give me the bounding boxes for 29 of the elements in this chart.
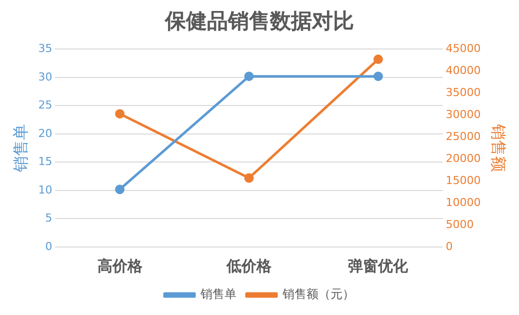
y2-tick-label: 5000 (446, 218, 474, 231)
point (115, 109, 125, 119)
y2-axis-title: 销售额 (489, 123, 508, 172)
y2-tick-label: 45000 (446, 42, 481, 56)
x-tick-label: 高价格 (97, 256, 144, 275)
y-axis-title: 销售单 (10, 124, 30, 174)
y2-tick-label: 40000 (446, 64, 481, 78)
x-tick-label: 低价格 (226, 256, 272, 275)
y2-tick-label: 15000 (446, 174, 481, 187)
y-tick-label: 25 (38, 98, 52, 112)
y2-tick-label: 10000 (446, 196, 481, 209)
point (244, 173, 254, 183)
legend-label: 销售单 (200, 287, 236, 302)
y-tick-label: 10 (38, 183, 52, 196)
y-tick-label: 35 (38, 42, 52, 56)
y-tick-label: 20 (38, 126, 52, 140)
y-tick-label: 5 (45, 212, 52, 225)
point (373, 54, 383, 64)
y-tick-label: 15 (38, 155, 52, 168)
y2-tick-label: 25000 (446, 130, 481, 143)
y2-tick-label: 20000 (446, 152, 481, 165)
y2-tick-label: 35000 (446, 86, 481, 100)
y-tick-label: 30 (38, 70, 52, 84)
y2-tick-label: 30000 (446, 108, 481, 121)
y2-tick-label: 0 (446, 240, 453, 253)
y-tick-label: 0 (45, 240, 52, 253)
x-tick-label: 弹窗优化 (348, 256, 410, 275)
legend-label: 销售额（元） (282, 287, 354, 302)
chart-title: 保健品销售数据对比 (164, 9, 354, 34)
